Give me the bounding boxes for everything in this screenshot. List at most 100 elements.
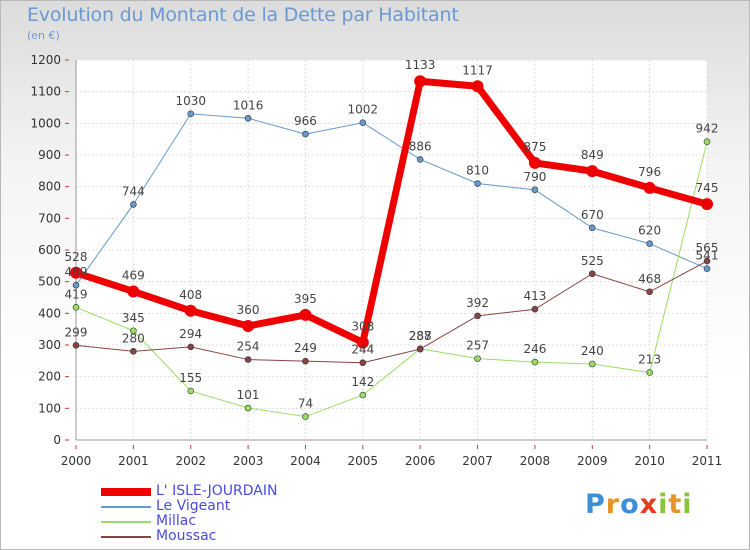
data-point — [646, 288, 653, 296]
data-label: 308 — [351, 319, 374, 333]
data-point — [528, 156, 541, 169]
data-label: 299 — [65, 325, 88, 339]
series-le-vigeant — [72, 110, 711, 289]
data-point — [359, 359, 367, 367]
y-tick-label: 1000 — [30, 116, 61, 130]
data-label: 360 — [237, 303, 260, 317]
data-label: 468 — [638, 272, 661, 286]
data-point — [588, 224, 596, 232]
data-label: 670 — [581, 208, 604, 222]
data-label: 1002 — [348, 103, 379, 117]
data-point — [701, 198, 713, 211]
data-label: 280 — [122, 331, 145, 345]
data-label: 528 — [65, 250, 88, 264]
logo-letter: i — [658, 489, 669, 520]
logo-letter: x — [639, 489, 659, 520]
legend-swatch — [101, 536, 151, 538]
data-label: 1117 — [462, 63, 493, 77]
data-label: 155 — [179, 371, 202, 385]
x-tick-label: 2010 — [634, 454, 665, 468]
logo-letter: t — [668, 489, 683, 520]
y-tick-label: 900 — [38, 148, 61, 162]
y-tick-label: 600 — [38, 243, 61, 257]
y-tick-label: 1100 — [30, 85, 61, 99]
legend-label: Moussac — [156, 528, 217, 544]
series-millac — [72, 138, 711, 420]
data-point — [302, 130, 309, 138]
data-point — [474, 355, 481, 362]
y-tick-label: 100 — [38, 401, 61, 415]
x-tick-label: 2003 — [233, 454, 264, 468]
data-label: 254 — [237, 340, 260, 354]
chart-title: Evolution du Montant de la Dette par Hab… — [27, 4, 459, 26]
data-label: 620 — [638, 224, 661, 238]
data-point — [531, 186, 539, 194]
data-point — [588, 270, 596, 278]
x-tick-label: 2000 — [61, 454, 92, 468]
logo-letter: P — [585, 489, 606, 520]
data-point — [130, 327, 137, 335]
data-label: 525 — [581, 254, 604, 268]
y-tick-label: 500 — [38, 275, 61, 289]
data-label: 294 — [179, 327, 202, 341]
data-point — [184, 304, 197, 317]
y-tick-label: 800 — [38, 180, 61, 194]
data-label: 288 — [409, 329, 432, 343]
data-point — [646, 240, 653, 247]
y-tick-label: 700 — [38, 211, 61, 225]
data-label: 213 — [638, 353, 661, 367]
data-label: 744 — [122, 184, 145, 198]
series-moussac — [72, 257, 711, 367]
data-point — [646, 369, 653, 376]
data-point — [531, 305, 539, 313]
data-point — [130, 201, 137, 208]
data-point — [531, 358, 539, 366]
data-point — [703, 265, 711, 272]
data-point — [72, 281, 80, 289]
data-point — [130, 348, 137, 355]
data-label: 244 — [351, 343, 374, 357]
data-point — [474, 312, 481, 320]
x-tick-label: 2006 — [405, 454, 436, 468]
data-point — [299, 308, 312, 321]
series-line — [75, 141, 708, 418]
data-point — [586, 165, 599, 178]
data-label: 886 — [409, 139, 432, 153]
data-label: 287 — [409, 329, 432, 343]
y-tick-label: 200 — [38, 370, 61, 384]
data-point — [72, 342, 80, 349]
data-label: 257 — [466, 339, 489, 353]
data-point — [187, 110, 195, 118]
data-point — [244, 356, 252, 363]
data-label: 966 — [294, 114, 317, 128]
data-label: 541 — [696, 249, 719, 263]
data-label: 849 — [581, 148, 604, 162]
data-point — [72, 304, 80, 311]
x-tick-label: 2001 — [118, 454, 149, 468]
data-label: 392 — [466, 296, 489, 310]
legend-swatch — [101, 506, 151, 508]
data-label: 489 — [65, 265, 88, 279]
legend-label: Le Vigeant — [156, 498, 231, 514]
data-label: 942 — [696, 122, 719, 136]
y-tick-label: 400 — [38, 306, 61, 320]
x-tick-label: 2007 — [462, 454, 493, 468]
data-point — [187, 343, 195, 351]
y-tick-label: 1200 — [30, 53, 61, 67]
data-point — [244, 114, 252, 122]
data-label: 413 — [523, 289, 546, 303]
data-label: 469 — [122, 268, 145, 282]
data-label: 249 — [294, 341, 317, 355]
data-label: 345 — [122, 311, 145, 325]
data-label: 246 — [523, 342, 546, 356]
data-point — [187, 387, 195, 395]
data-point — [359, 391, 367, 399]
data-point — [359, 119, 367, 126]
data-point — [302, 357, 309, 365]
data-point — [643, 181, 656, 194]
y-tick-label: 300 — [38, 338, 61, 352]
logo-letter: i — [682, 489, 693, 520]
data-point — [302, 413, 309, 420]
